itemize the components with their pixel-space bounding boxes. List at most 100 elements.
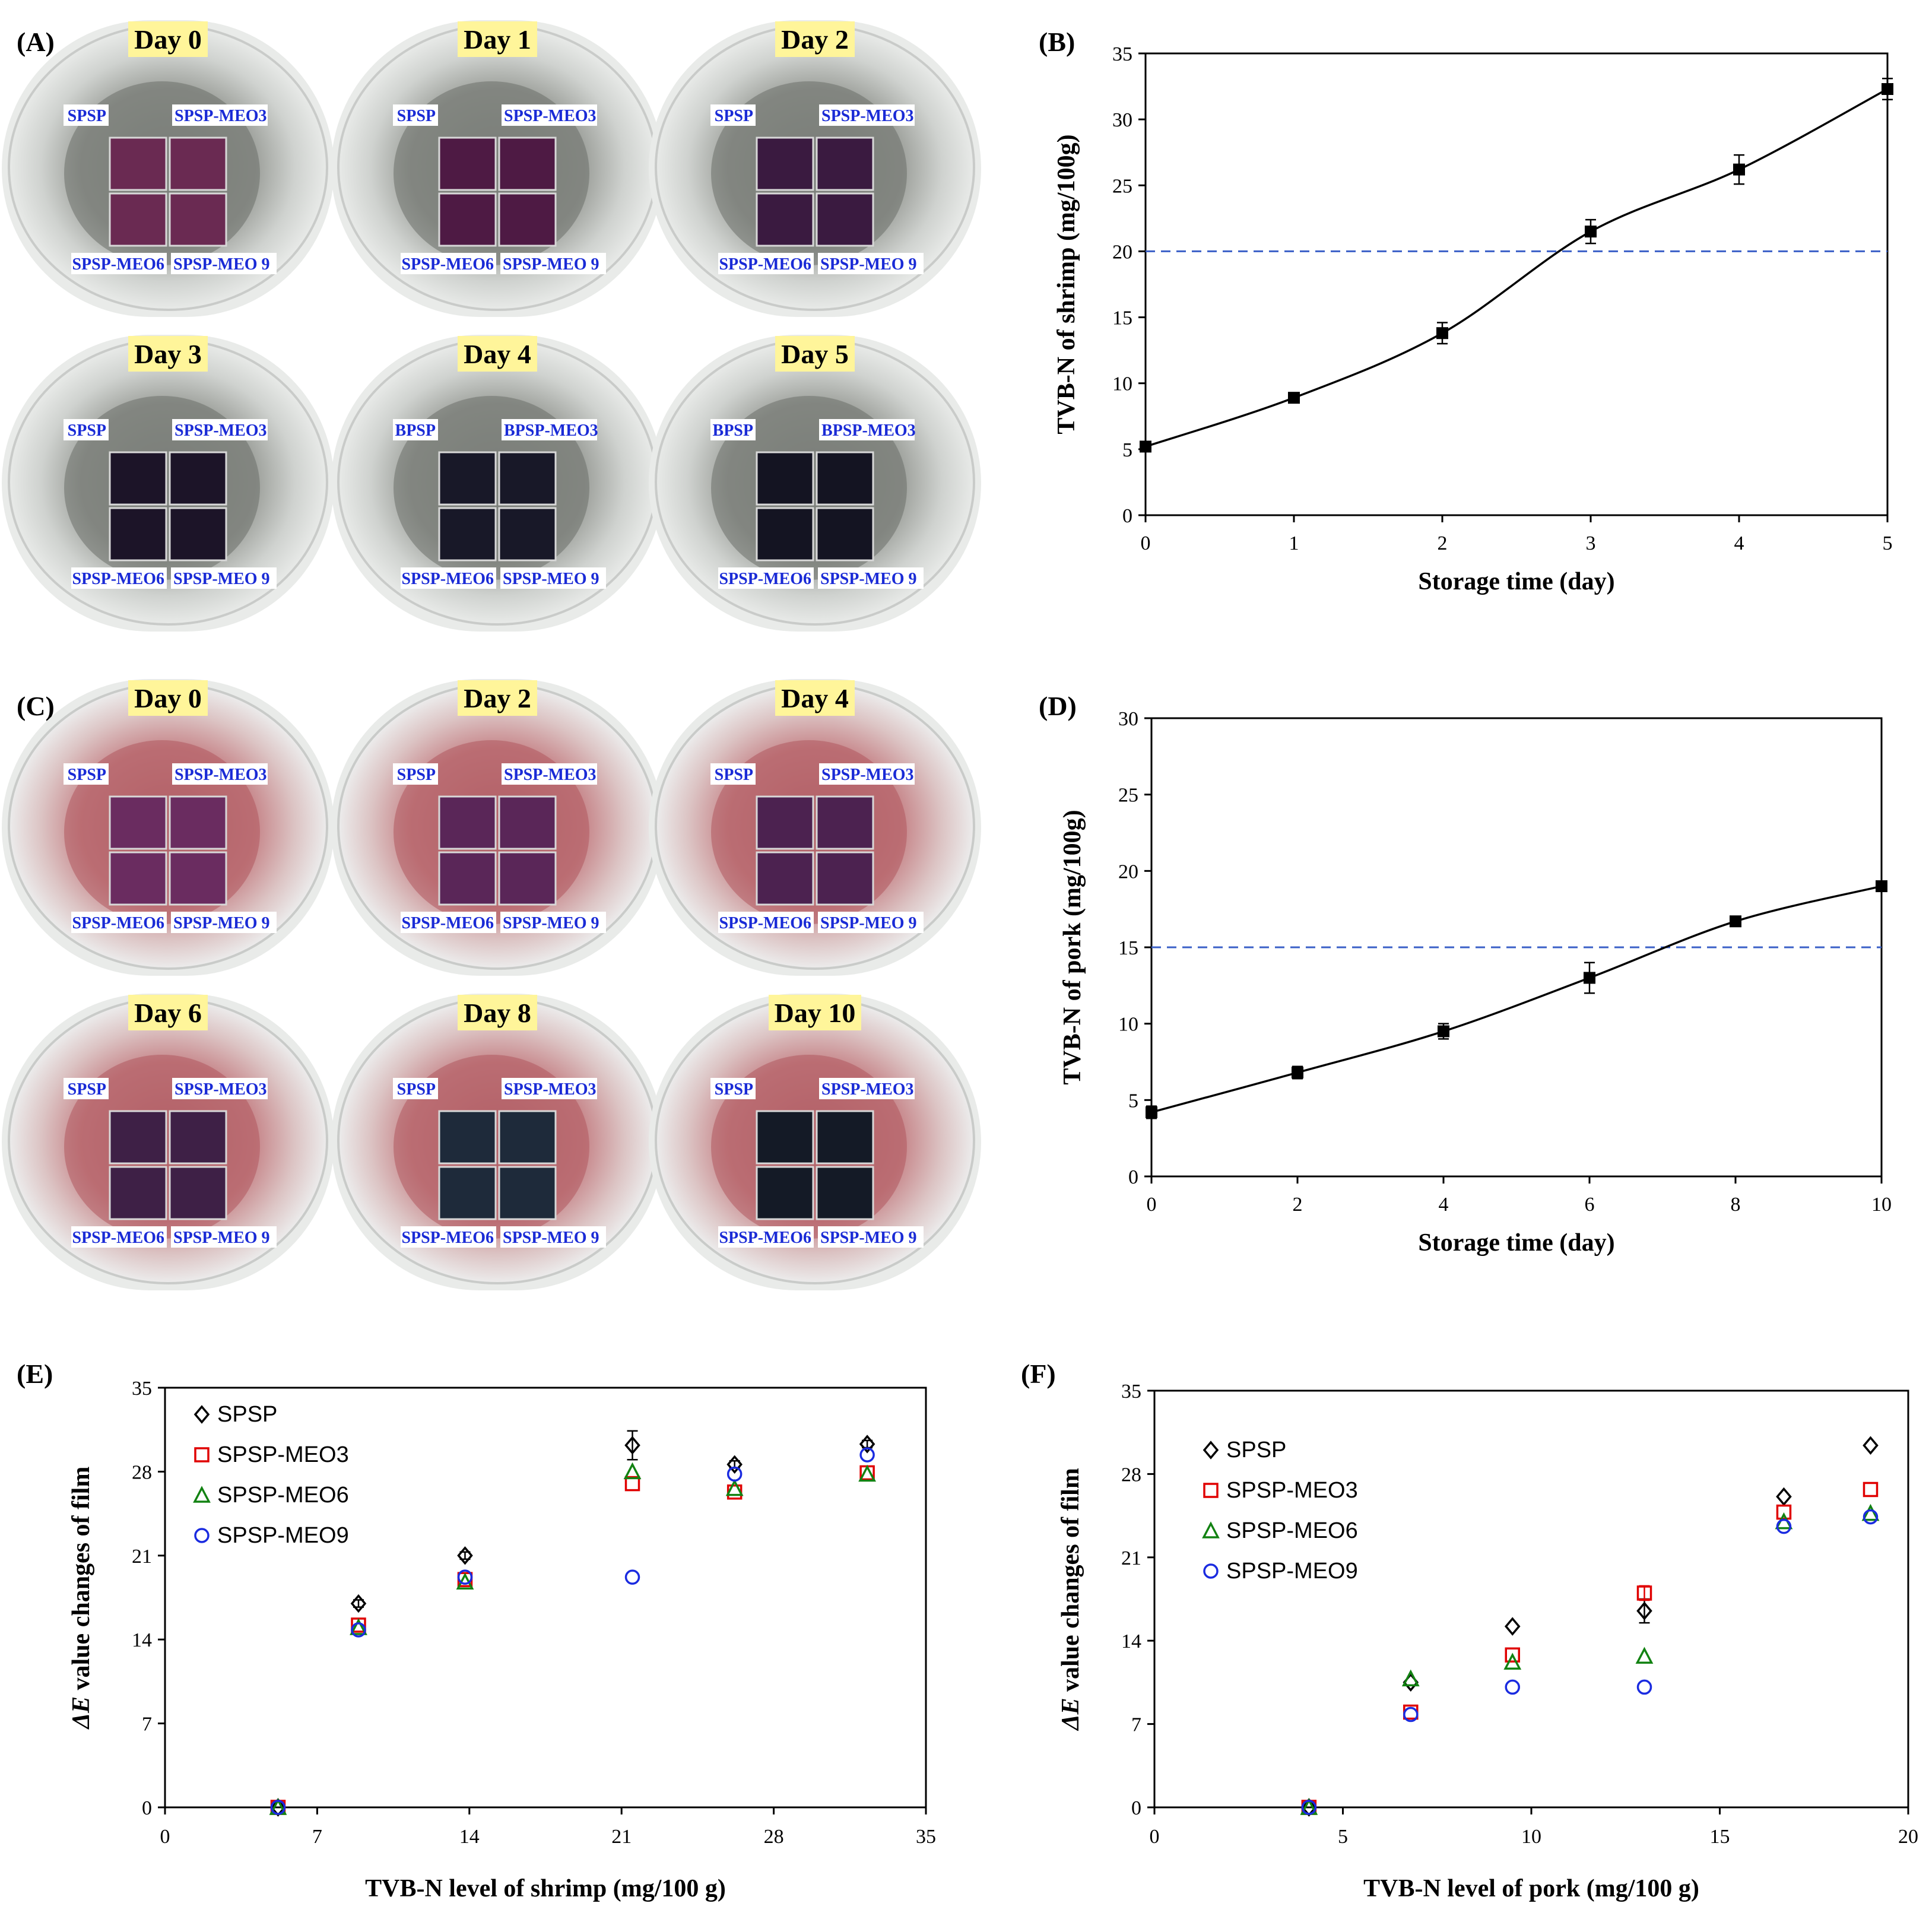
indicator-film xyxy=(816,507,874,561)
indicator-film xyxy=(438,192,497,247)
film-label-box xyxy=(71,912,167,933)
film-label: SPSP-MEO 9 xyxy=(173,255,270,274)
legend-entry: SPSP-MEO9 xyxy=(1203,1559,1358,1584)
film-label: BPSP xyxy=(395,421,436,440)
y-axis-title-text: value changes of film xyxy=(68,1467,95,1696)
indicator-film xyxy=(816,451,874,506)
film-label-box xyxy=(718,912,814,933)
indicator-film xyxy=(756,795,814,850)
day-tag: Day 4 xyxy=(464,339,531,369)
petri-dish: Day 4 SPSP SPSP-MEO3 SPSP-MEO6 SPSP-MEO 9 xyxy=(649,679,981,976)
data-point xyxy=(1401,1669,1420,1687)
petri-dish: Day 4 BPSP BPSP-MEO3 SPSP-MEO6 SPSP-MEO 9 xyxy=(331,335,664,632)
indicator-film xyxy=(816,1166,874,1220)
film-label: SPSP-MEO3 xyxy=(175,421,267,440)
y-tick-label: 30 xyxy=(1112,109,1132,131)
x-tick-label: 10 xyxy=(1871,1194,1892,1216)
film-label: SPSP-MEO6 xyxy=(72,255,164,274)
film-label-box xyxy=(71,567,167,589)
day-tag: Day 2 xyxy=(464,683,531,713)
legend-label: SPSP xyxy=(217,1402,277,1427)
x-tick-label: 5 xyxy=(1338,1826,1348,1848)
x-tick-label: 28 xyxy=(764,1826,784,1848)
day-tag-box xyxy=(128,21,208,57)
y-tick-label: 5 xyxy=(1122,439,1132,461)
indicator-film xyxy=(816,851,874,906)
series-spsp xyxy=(1301,1436,1879,1817)
film-label-box xyxy=(71,253,167,274)
petri-dish: Day 0 SPSP SPSP-MEO3 SPSP-MEO6 SPSP-MEO 9 xyxy=(2,20,334,317)
y-tick-label: 20 xyxy=(1112,241,1132,263)
data-point xyxy=(1636,1601,1652,1620)
day-tag: Day 8 xyxy=(464,998,531,1028)
film-label: SPSP-MEO 9 xyxy=(503,1229,599,1247)
y-axis-title: ΔE value changes of film xyxy=(1057,1468,1084,1731)
x-tick-label: 0 xyxy=(1150,1826,1160,1848)
indicator-film xyxy=(169,795,227,850)
indicator-film xyxy=(438,451,497,506)
day-tag: Day 4 xyxy=(781,683,849,713)
film-label: SPSP-MEO 9 xyxy=(503,914,599,932)
y-axis-title: ΔE value changes of film xyxy=(68,1467,95,1730)
y-tick-label: 14 xyxy=(132,1629,152,1651)
series-line xyxy=(1151,885,1882,1113)
indicator-film xyxy=(109,192,167,247)
chart-delta-e-shrimp: 0 7 14 21 28 35 0 7 14 21 28 35 SPSP SPSP-MEO3 SPSP-ME… xyxy=(68,1378,936,1902)
film-label-box xyxy=(64,104,109,126)
data-point xyxy=(1505,1679,1520,1695)
film-label-box xyxy=(401,253,496,274)
data-point xyxy=(1301,1798,1317,1817)
data-point xyxy=(1730,915,1741,928)
day-tag-box xyxy=(128,336,208,372)
indicator-film xyxy=(756,851,814,906)
indicator-film xyxy=(756,1110,814,1165)
data-point xyxy=(1292,1067,1303,1079)
indicator-film xyxy=(498,795,557,850)
film-label-box xyxy=(393,1078,438,1099)
film-label: BPSP-MEO3 xyxy=(821,421,916,440)
x-axis-title: Storage time (day) xyxy=(1418,568,1614,595)
day-tag-box xyxy=(775,680,855,716)
x-tick-label: 21 xyxy=(611,1826,632,1848)
y-tick-label: 30 xyxy=(1118,708,1138,730)
film-label: SPSP-MEO 9 xyxy=(820,255,917,274)
film-label-box xyxy=(172,104,268,126)
data-point xyxy=(1636,1679,1652,1695)
chart-delta-e-pork: 0 7 14 21 28 35 0 5 10 15 20 SPSP SPSP-MEO3 SPSP-MEO6… xyxy=(1057,1381,1918,1902)
data-point xyxy=(1146,1106,1157,1118)
petri-dish: Day 2 SPSP SPSP-MEO3 SPSP-MEO6 SPSP-MEO 9 xyxy=(649,20,981,317)
chart-tvbn-shrimp: 0 5 10 15 20 25 30 35 0 1 2 3 4 5 Storage time (day) TV… xyxy=(1053,43,1893,595)
x-tick-label: 5 xyxy=(1883,532,1893,554)
y-tick-label: 21 xyxy=(132,1546,152,1568)
petri-dish: Day 6 SPSP SPSP-MEO3 SPSP-MEO6 SPSP-MEO 9 xyxy=(2,994,334,1290)
indicator-film xyxy=(498,1166,557,1220)
y-tick-label: 35 xyxy=(1112,43,1132,65)
series-spsp-meo3 xyxy=(1301,1481,1879,1815)
indicator-film xyxy=(169,507,227,561)
series-line xyxy=(1145,88,1888,448)
day-tag-box xyxy=(128,995,208,1030)
y-tick-label: 35 xyxy=(1121,1381,1141,1403)
indicator-film xyxy=(498,451,557,506)
film-label-box xyxy=(818,567,924,589)
y-axis-title: TVB-N of pork (mg/100g) xyxy=(1059,810,1086,1084)
film-label: SPSP-MEO 9 xyxy=(173,1229,270,1247)
x-tick-label: 4 xyxy=(1734,532,1744,554)
data-point xyxy=(1863,1436,1879,1455)
film-label-box xyxy=(172,763,268,785)
panel-label-d: (D) xyxy=(1039,691,1077,721)
film-label-box xyxy=(819,419,915,440)
legend-entry: SPSP-MEO6 xyxy=(193,1483,349,1508)
indicator-film xyxy=(438,851,497,906)
data-point xyxy=(351,1622,366,1638)
y-tick-label: 0 xyxy=(1131,1797,1141,1819)
indicator-film xyxy=(169,192,227,247)
legend-label: SPSP-MEO3 xyxy=(217,1442,349,1467)
film-label: SPSP-MEO 9 xyxy=(173,570,270,588)
petri-dish: Day 1 SPSP SPSP-MEO3 SPSP-MEO6 SPSP-MEO 9 xyxy=(331,20,664,317)
film-label: SPSP-MEO6 xyxy=(719,570,811,588)
y-tick-label: 28 xyxy=(132,1461,152,1483)
day-tag-box xyxy=(775,21,855,57)
data-point xyxy=(1733,163,1745,176)
film-label-box xyxy=(172,419,268,440)
